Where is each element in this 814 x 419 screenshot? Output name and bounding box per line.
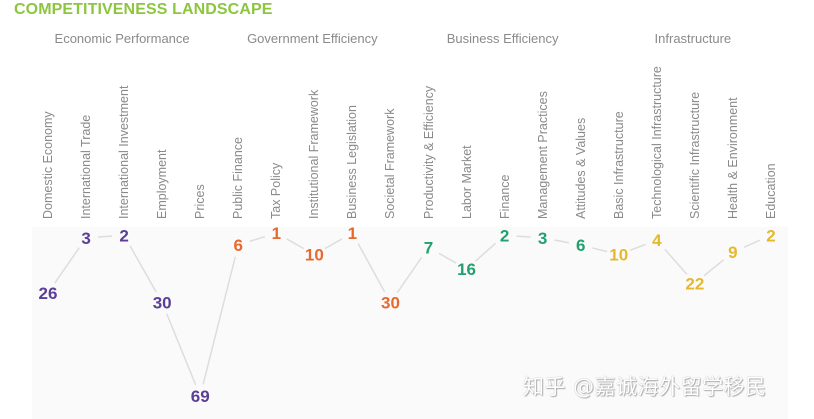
value-label: 10 <box>305 246 324 265</box>
connector-line <box>554 239 570 244</box>
plot-background <box>32 227 788 419</box>
connector-line <box>357 243 386 293</box>
value-label: 16 <box>457 260 476 279</box>
value-label: 1 <box>272 224 281 243</box>
group-label: Infrastructure <box>654 31 732 46</box>
group-label: Business Efficiency <box>446 31 559 46</box>
connector-line <box>703 259 725 277</box>
value-label: 4 <box>652 231 662 250</box>
value-label: 3 <box>538 229 547 248</box>
watermark: 知乎 @嘉诚海外留学移民 <box>523 375 767 399</box>
connector-line <box>396 256 423 294</box>
connector-line <box>516 235 531 238</box>
value-label: 22 <box>685 274 704 293</box>
value-label: 69 <box>191 387 210 406</box>
value-label: 2 <box>119 226 128 245</box>
connector-line <box>438 252 457 264</box>
connector-line <box>475 242 497 262</box>
connector-line <box>743 239 761 249</box>
connector-line <box>592 247 608 253</box>
connector-line <box>324 238 343 250</box>
group-label: Economic Performance <box>54 31 190 46</box>
connector-line <box>202 256 237 385</box>
connector-line <box>664 248 688 275</box>
value-label: 7 <box>424 238 433 257</box>
value-labels: 26 3 2 30 69 6 1 10 1 30 7 16 2 3 6 10 4 22 9 2 <box>39 224 776 406</box>
value-label: 6 <box>576 236 585 255</box>
value-label: 9 <box>728 243 737 262</box>
value-label: 26 <box>39 284 58 303</box>
value-label: 3 <box>81 229 90 248</box>
connector-line <box>97 235 113 238</box>
chart-title: COMPETITIVENESS LANDSCAPE <box>14 1 273 18</box>
value-label: 10 <box>609 246 628 265</box>
connector-line <box>249 235 266 243</box>
connector-line <box>629 243 646 252</box>
connector-line <box>165 313 197 386</box>
value-label: 30 <box>153 294 172 313</box>
group-label: Government Efficiency <box>247 31 378 46</box>
value-label: 1 <box>348 224 357 243</box>
connector-line <box>286 238 305 250</box>
value-label: 2 <box>766 226 775 245</box>
connector-line <box>54 247 80 284</box>
connector-lines <box>54 235 761 386</box>
value-label: 30 <box>381 294 400 313</box>
connector-line <box>129 245 157 293</box>
value-label: 6 <box>234 236 243 255</box>
value-label: 2 <box>500 226 509 245</box>
